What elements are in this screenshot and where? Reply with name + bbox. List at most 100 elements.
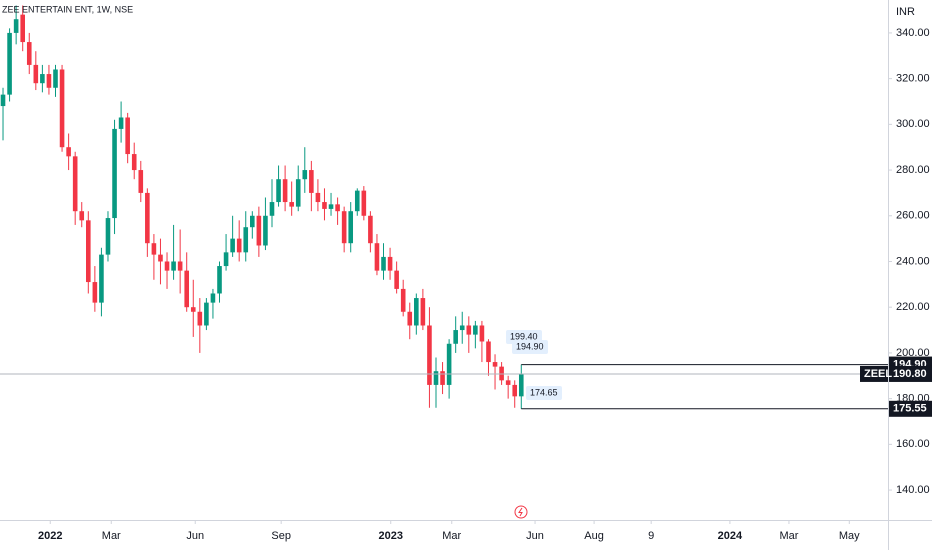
candle-body — [164, 261, 170, 271]
candle-body — [479, 325, 485, 342]
candle-body — [59, 69, 65, 148]
y-tick-label: 320.00 — [896, 73, 930, 85]
candle-body — [131, 154, 137, 171]
candle-body — [256, 215, 262, 246]
candle-body — [13, 19, 19, 33]
annotation-bg — [512, 340, 548, 354]
y-tick-label: 200.00 — [896, 347, 930, 359]
candle-body — [269, 202, 275, 216]
candle-body — [190, 307, 196, 312]
event-icon[interactable] — [514, 505, 528, 519]
candle-body — [361, 190, 367, 216]
candle-body — [282, 179, 288, 203]
candle-body — [138, 170, 144, 193]
candle-body — [381, 256, 386, 271]
candle-body — [276, 179, 281, 203]
chart-title: ZEE ENTERTAIN ENT, 1W, NSE — [2, 4, 133, 14]
candle-body — [66, 147, 71, 157]
y-tick-label: 220.00 — [896, 301, 930, 313]
candle-body — [492, 362, 498, 367]
candle-body — [440, 371, 445, 385]
candle-body — [79, 211, 85, 221]
candle-body — [99, 254, 104, 303]
x-tick-label: Jun — [526, 530, 544, 542]
candle-body — [348, 211, 354, 244]
candle-body — [151, 243, 157, 255]
axes: 140.00160.00180.00200.00220.00240.00260.… — [38, 27, 932, 542]
candle-body — [145, 192, 150, 244]
candle-body — [197, 311, 203, 326]
candle-body — [335, 204, 340, 212]
candle-body — [446, 343, 452, 385]
candle-body — [341, 211, 347, 244]
candle-body — [289, 202, 294, 207]
candle-body — [46, 74, 52, 88]
candle-body — [7, 32, 12, 95]
candle-body — [40, 74, 45, 84]
candle-body — [433, 371, 439, 385]
x-tick-label: Jun — [186, 530, 204, 542]
y-tick-label: 300.00 — [896, 118, 930, 130]
y-tick-label: 340.00 — [896, 27, 930, 39]
low-price-tag: 175.55 — [893, 403, 927, 415]
candle-body — [374, 243, 380, 271]
x-tick-label: Sep — [271, 530, 291, 542]
candle-body — [204, 302, 209, 326]
x-tick-label: May — [839, 530, 860, 542]
last-price-tag: 190.80 — [893, 368, 927, 380]
candle-body — [328, 204, 334, 209]
candle-body — [217, 266, 222, 294]
y-tick-label: 140.00 — [896, 484, 930, 496]
candle-body — [512, 384, 518, 397]
candle-body — [223, 252, 229, 267]
candle-body — [53, 69, 58, 88]
candle-body — [486, 341, 491, 363]
candle-body — [243, 227, 249, 253]
candle-body — [315, 192, 321, 203]
candle-body — [230, 238, 235, 253]
x-tick-label: 9 — [648, 530, 654, 542]
x-tick-label: 2024 — [718, 530, 743, 542]
annotation-bg — [526, 386, 562, 400]
candle-body — [158, 254, 163, 262]
candle-body — [473, 325, 478, 335]
plot-area — [0, 5, 888, 410]
y-tick-label: 260.00 — [896, 210, 930, 222]
candle-body — [72, 156, 78, 212]
candle-body — [407, 311, 413, 326]
annotation: 174.65 — [530, 387, 558, 397]
candle-body — [86, 220, 91, 283]
event-icon-bolt — [518, 507, 523, 517]
annotation: 194.90 — [516, 341, 544, 351]
candle-body — [184, 270, 190, 308]
x-tick-label: Mar — [779, 530, 798, 542]
candle-body — [125, 117, 130, 155]
candle-body — [387, 256, 393, 271]
candle-body — [177, 261, 183, 271]
currency-label: INR — [896, 6, 915, 18]
x-tick-label: Aug — [584, 530, 604, 542]
candle-body — [505, 380, 511, 385]
candle-body — [322, 202, 327, 209]
candle-body — [354, 190, 360, 212]
candle-body — [466, 325, 472, 335]
y-tick-label: 280.00 — [896, 164, 930, 176]
candle-body — [105, 218, 111, 255]
candle-body — [459, 325, 465, 331]
candle-body — [236, 238, 242, 253]
candle-body — [20, 14, 25, 43]
x-tick-label: Mar — [102, 530, 121, 542]
annotation: 199.40 — [510, 331, 538, 341]
candle-body — [368, 215, 373, 244]
last-price-tag-bg — [889, 365, 932, 382]
candle-body — [427, 325, 432, 385]
symbol-tag: ZEEL — [864, 368, 892, 380]
y-tick-label: 240.00 — [896, 255, 930, 267]
candle-body — [394, 270, 399, 289]
y-tick-label: 160.00 — [896, 438, 930, 450]
candle-body — [118, 117, 124, 129]
candle-body — [26, 42, 32, 65]
x-tick-label: 2022 — [38, 530, 62, 542]
